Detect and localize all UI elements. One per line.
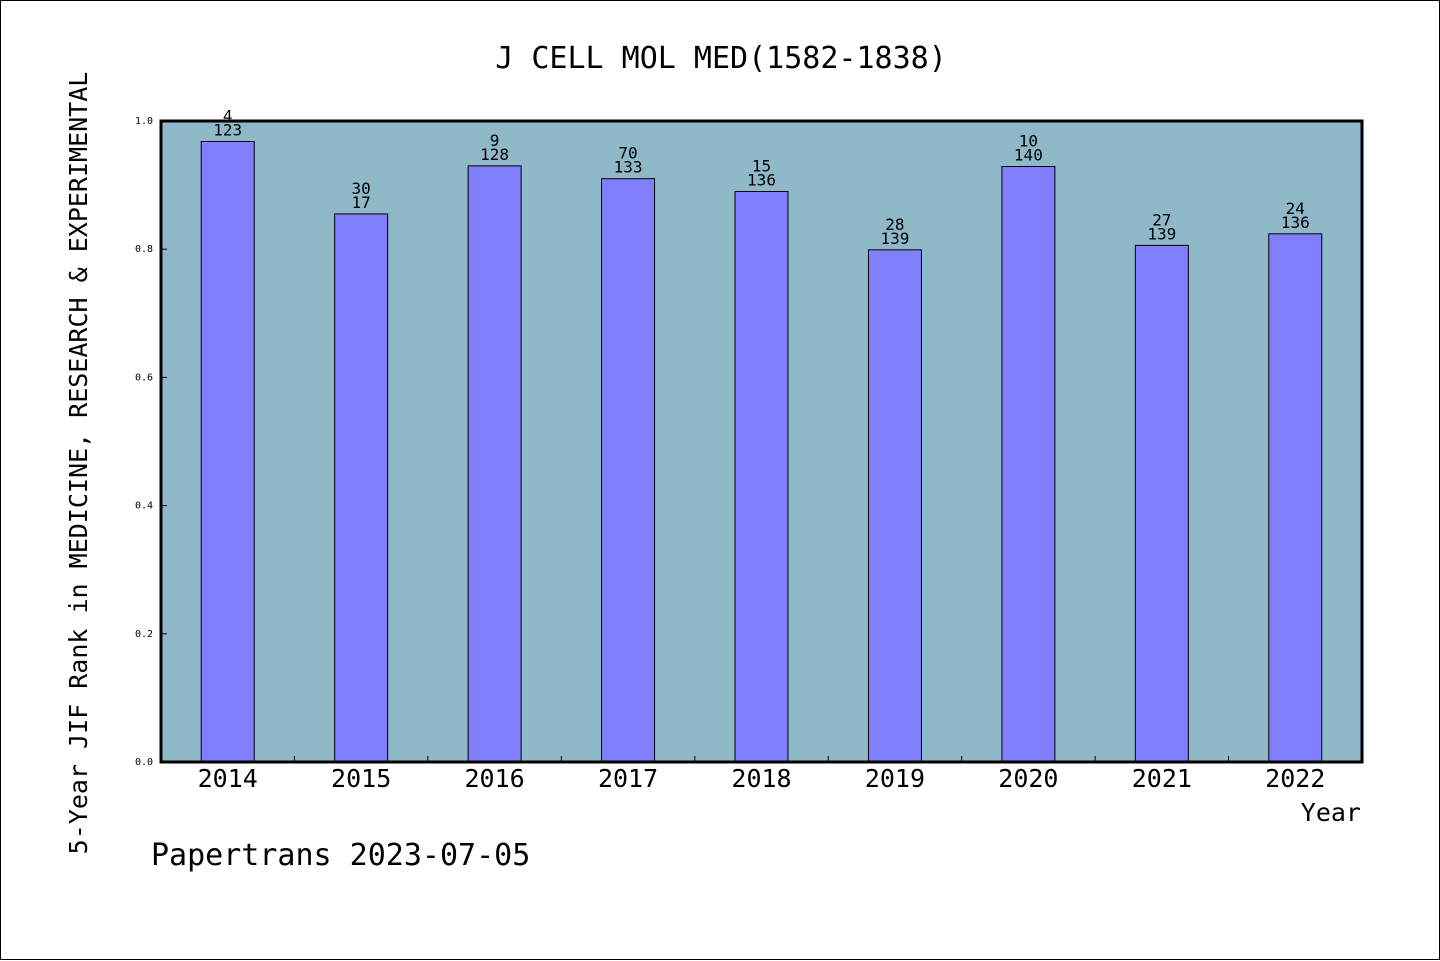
bar bbox=[867, 249, 922, 763]
x-tick-label: 2015 bbox=[331, 764, 391, 793]
bar-total-label: 17 bbox=[352, 193, 371, 212]
y-tick-label: 1.0 bbox=[135, 116, 153, 127]
bar-total-label: 139 bbox=[1147, 224, 1176, 243]
bar-rank-label: 70 bbox=[618, 144, 637, 163]
y-tick-label: 0.0 bbox=[135, 757, 153, 768]
x-tick-label: 2019 bbox=[865, 764, 925, 793]
bar-total-label: 136 bbox=[747, 171, 776, 190]
bar-rank-label: 28 bbox=[885, 215, 904, 234]
bar bbox=[734, 191, 789, 763]
bar-total-label: 140 bbox=[1014, 146, 1043, 165]
bar-total-label: 128 bbox=[480, 145, 509, 164]
x-tick-label: 2021 bbox=[1132, 764, 1192, 793]
bar-total-label: 133 bbox=[614, 158, 643, 177]
bar bbox=[1001, 166, 1056, 763]
chart-title: J CELL MOL MED(1582-1838) bbox=[495, 41, 947, 76]
bar-total-label: 136 bbox=[1281, 213, 1310, 232]
x-tick-label: 2016 bbox=[465, 764, 525, 793]
y-axis-label: 5-Year JIF Rank in MEDICINE, RESEARCH & … bbox=[64, 72, 93, 855]
bar-rank-label: 15 bbox=[752, 157, 771, 176]
bar-rank-label: 9 bbox=[490, 131, 500, 150]
bar-rank-label: 27 bbox=[1152, 210, 1171, 229]
bar-rank-label: 24 bbox=[1286, 199, 1305, 218]
x-tick-label: 2014 bbox=[198, 764, 258, 793]
bar-rank-label: 30 bbox=[352, 179, 371, 198]
bar-rank-label: 4 bbox=[223, 107, 233, 126]
plot-border bbox=[159, 119, 1364, 764]
y-tick-label: 0.2 bbox=[135, 629, 153, 640]
x-axis-label: Year bbox=[1301, 798, 1361, 827]
bar bbox=[1268, 233, 1323, 763]
x-tick-label: 2017 bbox=[598, 764, 658, 793]
bar bbox=[200, 141, 255, 763]
bar bbox=[1134, 244, 1189, 763]
y-tick-label: 0.6 bbox=[135, 372, 153, 383]
bar-total-label: 123 bbox=[213, 121, 242, 140]
bar-total-label: 139 bbox=[880, 229, 909, 248]
x-tick-label: 2022 bbox=[1265, 764, 1325, 793]
watermark-text: Papertrans 2023-07-05 bbox=[151, 838, 530, 873]
bar bbox=[467, 165, 522, 763]
x-axis: 2014 2015 2016 2017 2018 2019 2020 2021 2022 bbox=[198, 756, 1325, 793]
bar bbox=[601, 178, 656, 763]
y-tick-label: 0.4 bbox=[135, 501, 153, 512]
x-tick-label: 2020 bbox=[998, 764, 1058, 793]
bar bbox=[334, 213, 389, 763]
bar-rank-label: 10 bbox=[1019, 132, 1038, 151]
x-tick-label: 2018 bbox=[731, 764, 791, 793]
y-tick-label: 0.8 bbox=[135, 244, 153, 255]
